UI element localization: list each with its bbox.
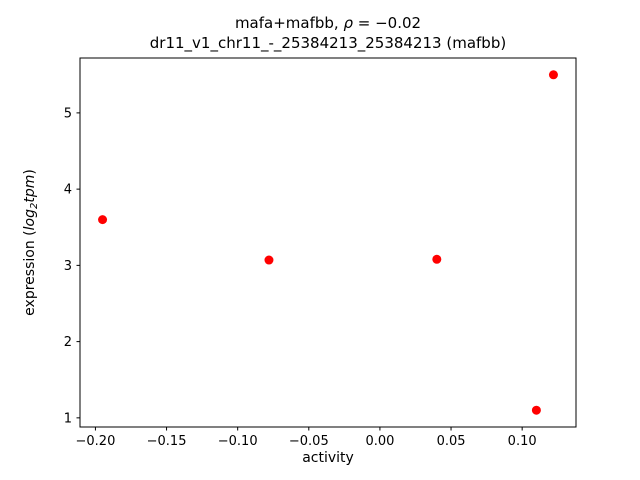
y-axis-label: expression (log2tpm) [22, 169, 40, 316]
x-tick-label: −0.20 [76, 434, 116, 449]
y-tick-label: 4 [64, 183, 72, 198]
y-tick-label: 3 [64, 259, 72, 274]
x-tick-label: −0.05 [289, 434, 329, 449]
axes-frame [79, 57, 577, 428]
data-point [531, 405, 541, 415]
chart-title: mafa+mafbb, ρ = −0.02 [235, 14, 421, 32]
y-tick-label: 5 [64, 106, 72, 121]
data-point [264, 255, 274, 265]
data-point [548, 70, 558, 80]
y-tick-label: 2 [64, 335, 72, 350]
data-point [98, 215, 108, 225]
y-tick-label: 1 [64, 411, 72, 426]
x-tick-label: 0.00 [365, 434, 394, 449]
x-tick-label: 0.05 [437, 434, 466, 449]
chart-subtitle: dr11_v1_chr11_-_25384213_25384213 (mafbb… [150, 34, 506, 53]
x-tick-label: −0.10 [218, 434, 258, 449]
x-tick-label: 0.10 [508, 434, 537, 449]
x-axis-label: activity [302, 450, 354, 466]
x-tick-label: −0.15 [147, 434, 187, 449]
data-point [432, 254, 442, 264]
